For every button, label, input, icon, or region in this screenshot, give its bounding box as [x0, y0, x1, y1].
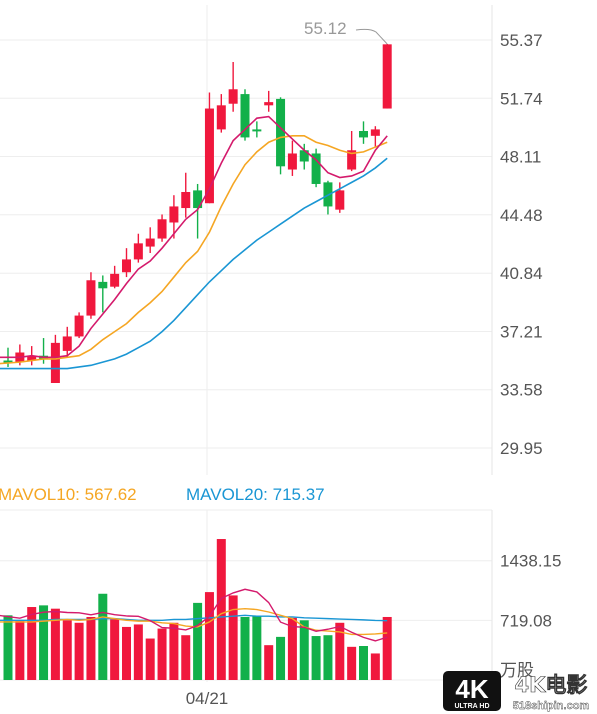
volume-bar	[27, 607, 37, 680]
max-price-annotation: 55.12	[304, 19, 388, 45]
max-annotation-leader	[355, 28, 388, 45]
price-gridlines	[0, 5, 493, 475]
candle	[169, 195, 179, 239]
candle	[252, 121, 262, 138]
price-tick-label: 37.21	[500, 322, 543, 341]
volume-bar	[50, 608, 60, 680]
candle	[216, 94, 226, 133]
volume-bar	[359, 646, 368, 680]
candle	[347, 131, 357, 172]
volume-legend: MAVOL10: 567.62 MAVOL20: 715.37	[0, 485, 325, 504]
volume-bar	[299, 620, 309, 680]
volume-bar	[3, 615, 13, 680]
volume-bar	[204, 592, 214, 680]
price-axis: 55.37 51.74 48.11 44.48 40.84 37.21 33.58 29.95	[500, 31, 543, 458]
mavol5-line	[0, 588, 388, 642]
x-tick-label: 04/21	[186, 689, 229, 708]
volume-bar	[74, 622, 84, 680]
volume-bar	[181, 635, 191, 680]
price-tick-label: 48.11	[500, 148, 541, 167]
watermark-badge-main: 4K	[455, 674, 488, 704]
price-tick-label: 33.58	[500, 381, 543, 400]
volume-bar	[145, 638, 155, 680]
volume-bar	[15, 621, 25, 680]
legend-mavol10: MAVOL10: 567.62	[0, 485, 137, 504]
candle	[98, 275, 108, 313]
volume-bar	[193, 602, 203, 680]
candle	[264, 90, 274, 112]
candle	[110, 265, 120, 289]
candle	[335, 182, 345, 213]
volume-bar	[86, 616, 96, 680]
watermark-logo: 4K ULTRA HD 4K电影 518shipin.com	[443, 671, 590, 712]
candle	[359, 121, 368, 144]
volume-bar	[287, 617, 297, 680]
volume-bar	[169, 622, 179, 680]
volume-bar	[62, 620, 72, 680]
watermark-badge-sub: ULTRA HD	[455, 703, 490, 710]
volume-average-lines	[0, 588, 388, 642]
candle	[240, 89, 250, 141]
moving-average-lines	[0, 115, 388, 370]
candle	[157, 214, 167, 242]
volume-bar	[240, 616, 250, 680]
price-tick-label: 29.95	[500, 439, 543, 458]
price-tick-label: 44.48	[500, 206, 543, 225]
watermark-brand: 4K电影	[515, 673, 588, 697]
volume-bar	[157, 628, 167, 680]
volume-bar	[122, 626, 131, 680]
candle	[133, 233, 143, 263]
x-axis: 04/21	[186, 689, 229, 708]
candle	[74, 312, 84, 339]
price-tick-label: 51.74	[500, 89, 543, 108]
price-tick-label: 55.37	[500, 31, 543, 50]
volume-axis: 1438.15 719.08 万股	[500, 552, 561, 680]
mavol10-line	[0, 607, 388, 636]
volume-bar	[110, 619, 120, 680]
candle	[228, 61, 238, 112]
ma5-line	[0, 115, 388, 359]
volume-bar	[311, 636, 321, 680]
volume-tick-label: 万股	[500, 661, 534, 680]
candlestick-series	[3, 44, 392, 383]
candle	[62, 326, 72, 358]
volume-bar	[133, 624, 143, 680]
price-tick-label: 40.84	[500, 264, 543, 283]
volume-bar	[370, 653, 380, 680]
candle	[299, 143, 309, 170]
candle	[204, 92, 214, 204]
volume-bar	[276, 636, 286, 680]
volume-bar	[98, 593, 108, 680]
candle	[382, 44, 392, 109]
volume-bar	[228, 595, 238, 680]
candle	[311, 148, 321, 188]
max-annotation-label: 55.12	[304, 19, 347, 38]
volume-bars	[3, 539, 392, 680]
watermark-badge	[443, 671, 501, 711]
volume-bar	[216, 539, 226, 680]
candle	[145, 227, 155, 253]
candle	[193, 183, 203, 239]
volume-tick-label: 1438.15	[500, 552, 561, 571]
volume-bar	[252, 616, 262, 680]
candle	[86, 272, 96, 319]
candle	[276, 97, 286, 175]
candle	[181, 172, 191, 218]
volume-bar	[264, 645, 274, 680]
legend-mavol20: MAVOL20: 715.37	[186, 485, 325, 504]
watermark-site: 518shipin.com	[513, 700, 590, 712]
candle	[122, 248, 131, 278]
volume-bar	[335, 622, 345, 680]
volume-tick-label: 719.08	[500, 611, 552, 630]
volume-bar	[347, 646, 357, 680]
ma20-line	[0, 157, 388, 370]
volume-bar	[382, 616, 392, 680]
volume-bar	[39, 605, 49, 680]
candle	[287, 140, 297, 176]
candle	[370, 126, 380, 148]
volume-bar	[323, 635, 333, 680]
ma10-line	[0, 135, 388, 365]
